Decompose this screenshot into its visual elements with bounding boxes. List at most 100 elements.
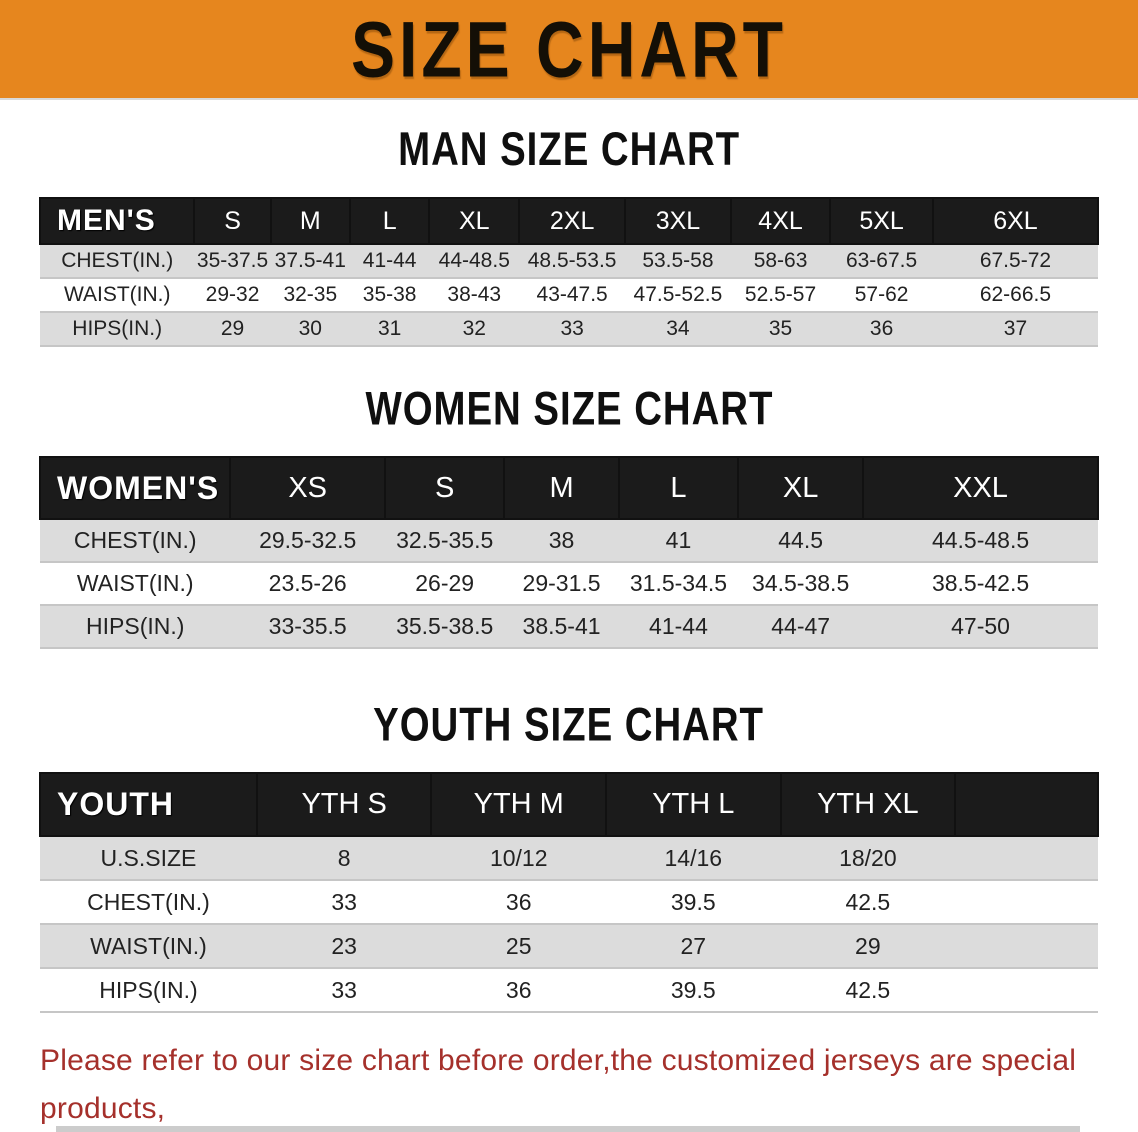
size-value: 14/16 <box>606 836 781 881</box>
size-value: 42.5 <box>780 968 956 1013</box>
men-header-row: MEN'S S M L XL 2XL 3XL 4XL 5XL 6XL <box>38 197 1100 245</box>
size-header-cell: L <box>348 197 431 245</box>
size-value: 41 <box>618 519 739 563</box>
size-value: 38.5-42.5 <box>863 562 1098 606</box>
women-hips-row: HIPS(IN.) 33-35.5 35.5-38.5 38.5-41 41-4… <box>40 605 1098 649</box>
size-header-cell: 5XL <box>829 197 934 245</box>
youth-ussize-row: U.S.SIZE 8 10/12 14/16 18/20 <box>40 836 1098 881</box>
men-size-table: MEN'S S M L XL 2XL 3XL 4XL 5XL 6XL CHEST… <box>38 197 1100 347</box>
size-value: 31.5-34.5 <box>618 562 739 606</box>
size-value: 34 <box>625 312 731 347</box>
size-value: 39.5 <box>606 880 781 925</box>
size-header-cell: YTH XL <box>779 772 957 837</box>
size-header-cell: XL <box>428 197 521 245</box>
size-value: 62-66.5 <box>932 278 1098 313</box>
size-value: 47-50 <box>863 605 1098 649</box>
size-header-cell: 2XL <box>518 197 627 245</box>
size-header-cell: M <box>503 456 620 520</box>
size-value: 42.5 <box>780 880 956 925</box>
size-header-cell: 6XL <box>931 197 1100 245</box>
youth-size-table: YOUTH YTH S YTH M YTH L YTH XL U.S.SIZE … <box>39 772 1099 1013</box>
size-value: 18/20 <box>780 836 956 881</box>
size-value: 25 <box>431 924 606 969</box>
row-label: CHEST(IN.) <box>40 519 231 563</box>
size-value: 36 <box>431 968 606 1013</box>
row-label: WAIST(IN.) <box>40 562 231 606</box>
size-value-spacer <box>955 836 1098 881</box>
man-chart-title: MAN SIZE CHART <box>398 123 740 176</box>
size-header-cell: 4XL <box>729 197 832 245</box>
size-value: 26-29 <box>384 562 505 606</box>
size-value: 57-62 <box>830 278 933 313</box>
women-size-table: WOMEN'S XS S M L XL XXL CHEST(IN.) 29.5-… <box>38 456 1099 649</box>
size-header-cell: XXL <box>862 456 1099 520</box>
row-label: U.S.SIZE <box>40 836 257 881</box>
size-value: 30 <box>270 312 350 347</box>
size-value: 23 <box>256 924 432 969</box>
size-value: 10/12 <box>431 836 606 881</box>
size-header-cell: YTH M <box>430 772 607 837</box>
size-value-spacer <box>955 924 1098 969</box>
banner-title: SIZE CHART <box>351 4 787 94</box>
size-value: 36 <box>830 312 933 347</box>
size-value: 32-35 <box>270 278 350 313</box>
size-header-spacer <box>954 772 1099 837</box>
size-value: 33-35.5 <box>230 605 385 649</box>
men-table-label: MEN'S <box>38 197 196 245</box>
size-value: 48.5-53.5 <box>519 244 626 279</box>
youth-table-label: YOUTH <box>39 772 258 837</box>
women-chest-row: CHEST(IN.) 29.5-32.5 32.5-35.5 38 41 44.… <box>40 519 1098 563</box>
size-value: 53.5-58 <box>625 244 731 279</box>
men-hips-row: HIPS(IN.) 29 30 31 32 33 34 35 36 37 <box>40 312 1098 347</box>
size-value: 32 <box>429 312 520 347</box>
youth-header-row: YOUTH YTH S YTH M YTH L YTH XL <box>39 772 1099 837</box>
size-value: 41-44 <box>349 244 430 279</box>
size-chart-banner: SIZE CHART <box>0 0 1138 100</box>
women-chart-title: WOMEN SIZE CHART <box>365 382 773 435</box>
size-value: 35-38 <box>349 278 430 313</box>
size-header-cell: M <box>269 197 351 245</box>
size-value: 36 <box>431 880 606 925</box>
size-value: 35 <box>730 312 831 347</box>
size-value: 37.5-41 <box>270 244 350 279</box>
size-value: 31 <box>349 312 430 347</box>
size-value: 29.5-32.5 <box>230 519 385 563</box>
size-header-cell: YTH S <box>255 772 433 837</box>
size-value: 52.5-57 <box>730 278 831 313</box>
size-value: 38 <box>504 519 619 563</box>
row-label: WAIST(IN.) <box>40 278 195 313</box>
women-waist-row: WAIST(IN.) 23.5-26 26-29 29-31.5 31.5-34… <box>40 562 1098 606</box>
size-value: 35.5-38.5 <box>384 605 505 649</box>
disclaimer-line-1: Please refer to our size chart before or… <box>40 1044 1077 1125</box>
size-value: 43-47.5 <box>519 278 626 313</box>
women-table-label: WOMEN'S <box>38 456 232 520</box>
size-header-cell: XL <box>737 456 865 520</box>
size-value: 47.5-52.5 <box>625 278 731 313</box>
size-value: 33 <box>519 312 626 347</box>
size-header-cell: YTH L <box>605 772 782 837</box>
men-chest-row: CHEST(IN.) 35-37.5 37.5-41 41-44 44-48.5… <box>40 244 1098 279</box>
row-label: CHEST(IN.) <box>40 880 257 925</box>
size-value: 38.5-41 <box>504 605 619 649</box>
size-value: 67.5-72 <box>932 244 1098 279</box>
disclaimer-note: Please refer to our size chart before or… <box>40 1037 1118 1132</box>
size-value: 29 <box>194 312 271 347</box>
size-value: 34.5-38.5 <box>738 562 864 606</box>
youth-chest-row: CHEST(IN.) 33 36 39.5 42.5 <box>40 880 1098 925</box>
youth-chart-title: YOUTH SIZE CHART <box>373 698 765 751</box>
size-value: 29-32 <box>194 278 271 313</box>
size-value: 44.5-48.5 <box>863 519 1098 563</box>
men-waist-row: WAIST(IN.) 29-32 32-35 35-38 38-43 43-47… <box>40 278 1098 313</box>
size-value: 33 <box>256 880 432 925</box>
size-value: 29-31.5 <box>504 562 619 606</box>
size-value: 44-48.5 <box>429 244 520 279</box>
size-value-spacer <box>955 880 1098 925</box>
row-label: HIPS(IN.) <box>40 312 195 347</box>
row-label: WAIST(IN.) <box>40 924 257 969</box>
row-label: HIPS(IN.) <box>40 605 231 649</box>
bottom-divider <box>56 1126 1080 1132</box>
row-label: HIPS(IN.) <box>40 968 257 1013</box>
row-label: CHEST(IN.) <box>40 244 195 279</box>
size-header-cell: XS <box>229 456 386 520</box>
